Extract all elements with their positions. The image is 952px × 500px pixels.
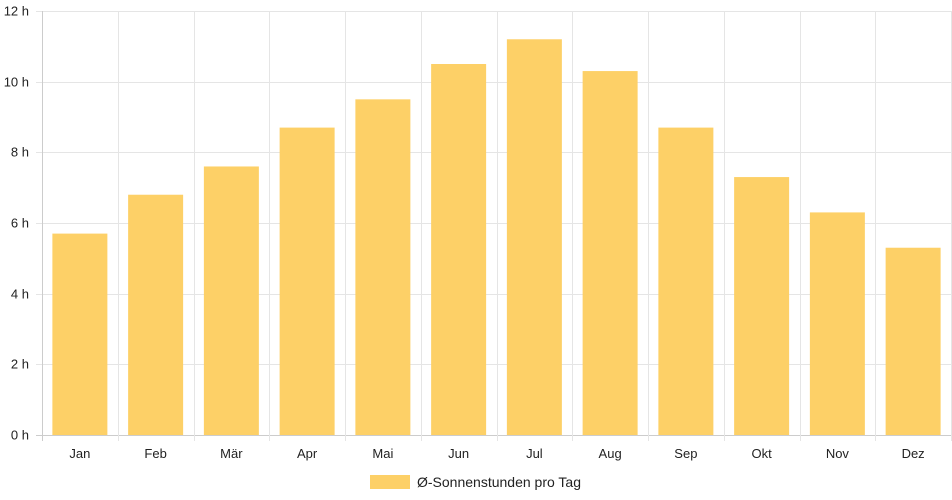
y-tick-label: 6 h — [11, 216, 29, 231]
y-axis-ticks: 0 h 2 h 4 h 6 h 8 h 10 h 12 h — [4, 4, 29, 443]
x-tick-label: Jul — [526, 446, 543, 461]
x-tick-label: Apr — [297, 446, 318, 461]
legend[interactable]: Ø-Sonnenstunden pro Tag — [370, 474, 581, 490]
y-tick-label: 0 h — [11, 428, 29, 443]
bar-nov[interactable] — [809, 212, 865, 435]
y-tick-label: 4 h — [11, 287, 29, 302]
y-tick-label: 12 h — [4, 4, 29, 19]
x-tick-label: Dez — [902, 446, 925, 461]
bars — [52, 39, 941, 436]
bar-apr[interactable] — [279, 127, 335, 435]
x-tick-label: Mär — [220, 446, 243, 461]
bar-dez[interactable] — [885, 247, 941, 435]
x-axis-ticks: Jan Feb Mär Apr Mai Jun Jul Aug Sep Okt Nov Dez — [69, 446, 924, 461]
x-tick-label: Jan — [69, 446, 90, 461]
grid-lines — [36, 11, 952, 441]
bar-mai[interactable] — [355, 99, 411, 435]
y-tick-label: 2 h — [11, 357, 29, 372]
x-tick-label: Aug — [599, 446, 622, 461]
x-tick-label: Feb — [144, 446, 166, 461]
x-tick-label: Mai — [372, 446, 393, 461]
bar-jul[interactable] — [506, 39, 562, 436]
legend-label: Ø-Sonnenstunden pro Tag — [417, 474, 581, 490]
bar-mär[interactable] — [203, 166, 259, 435]
x-tick-label: Jun — [448, 446, 469, 461]
bar-feb[interactable] — [128, 194, 184, 435]
bar-aug[interactable] — [582, 71, 638, 436]
bar-jun[interactable] — [431, 64, 487, 435]
x-tick-label: Okt — [752, 446, 773, 461]
y-tick-label: 10 h — [4, 75, 29, 90]
x-tick-label: Nov — [826, 446, 850, 461]
legend-swatch — [370, 475, 410, 489]
bar-okt[interactable] — [734, 177, 790, 436]
bar-jan[interactable] — [52, 233, 108, 435]
y-tick-label: 8 h — [11, 145, 29, 160]
x-tick-label: Sep — [674, 446, 697, 461]
bar-sep[interactable] — [658, 127, 714, 435]
